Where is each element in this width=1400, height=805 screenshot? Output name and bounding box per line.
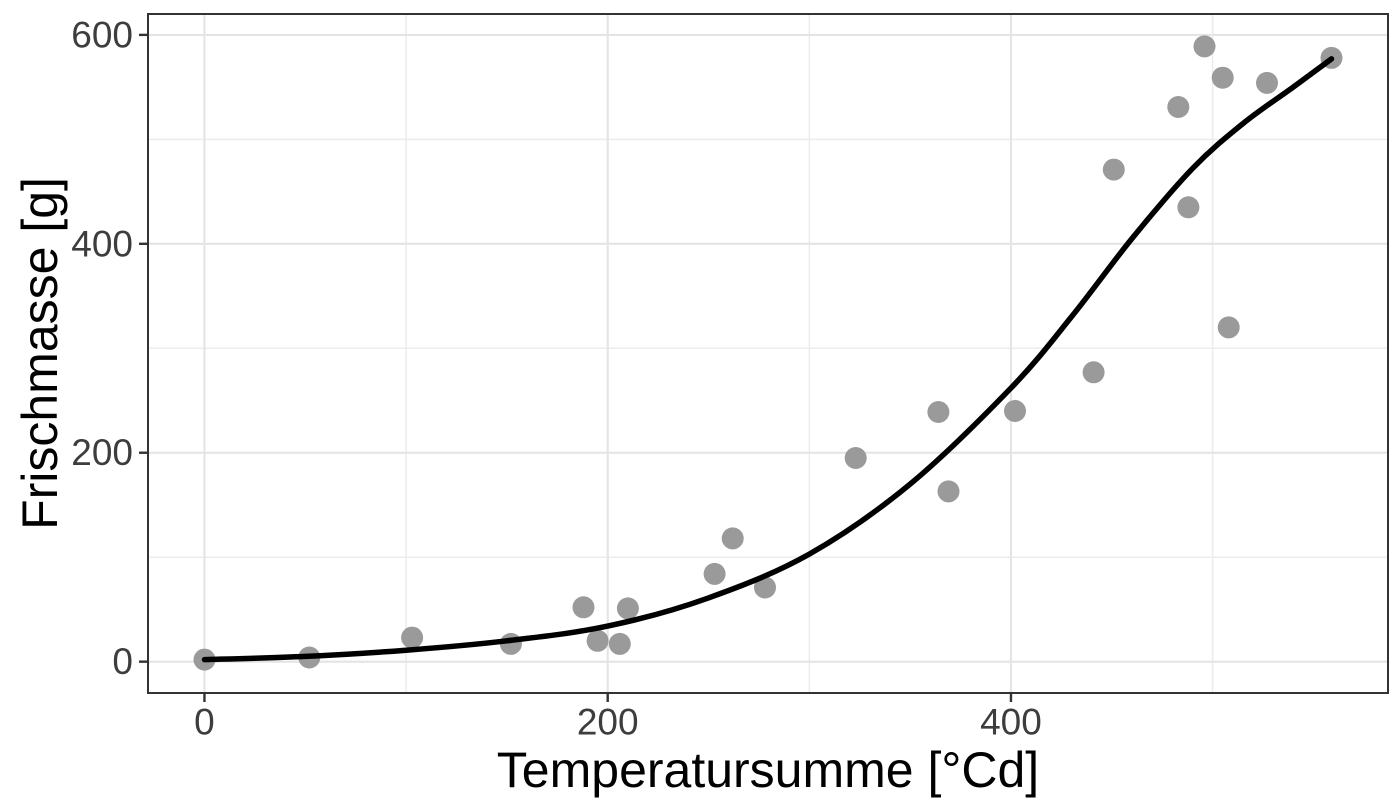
- x-axis-tick-labels: 0 200 400: [194, 702, 1042, 743]
- y-tick-label: 0: [112, 641, 133, 682]
- data-point: [1102, 158, 1125, 181]
- data-point: [1177, 196, 1200, 219]
- data-point: [586, 629, 609, 652]
- data-point: [937, 480, 960, 503]
- data-point: [572, 596, 595, 619]
- data-point: [927, 401, 950, 423]
- data-point: [721, 527, 744, 550]
- y-axis-tick-labels: 0 200 400 600: [71, 14, 133, 682]
- fit-curve-line: [201, 56, 1335, 663]
- minor-gridlines: [148, 14, 1388, 693]
- data-point: [1082, 361, 1105, 384]
- x-tick-label: 200: [577, 702, 639, 743]
- data-point: [1167, 96, 1190, 118]
- scatter-points: [193, 35, 1343, 671]
- data-point: [1217, 316, 1240, 339]
- data-point: [616, 597, 639, 620]
- x-tick-label: 0: [194, 702, 215, 743]
- axis-tick-marks: [139, 33, 1013, 702]
- panel-border: [147, 13, 1389, 694]
- y-axis-title: Frischmasse [g]: [12, 177, 68, 530]
- data-point: [401, 626, 424, 649]
- y-tick-label: 400: [71, 223, 133, 264]
- data-point: [1193, 35, 1216, 58]
- data-point: [1004, 400, 1026, 422]
- data-point: [608, 632, 631, 655]
- x-axis-title: Temperatursumme [°Cd]: [497, 742, 1039, 798]
- major-gridlines: [148, 14, 1388, 693]
- data-point: [844, 447, 867, 469]
- y-tick-label: 600: [71, 14, 133, 55]
- data-point: [1256, 71, 1278, 94]
- data-point: [1211, 66, 1234, 89]
- data-point: [703, 562, 726, 585]
- data-point: [754, 576, 776, 599]
- x-tick-label: 400: [980, 702, 1042, 743]
- y-tick-label: 200: [71, 432, 133, 473]
